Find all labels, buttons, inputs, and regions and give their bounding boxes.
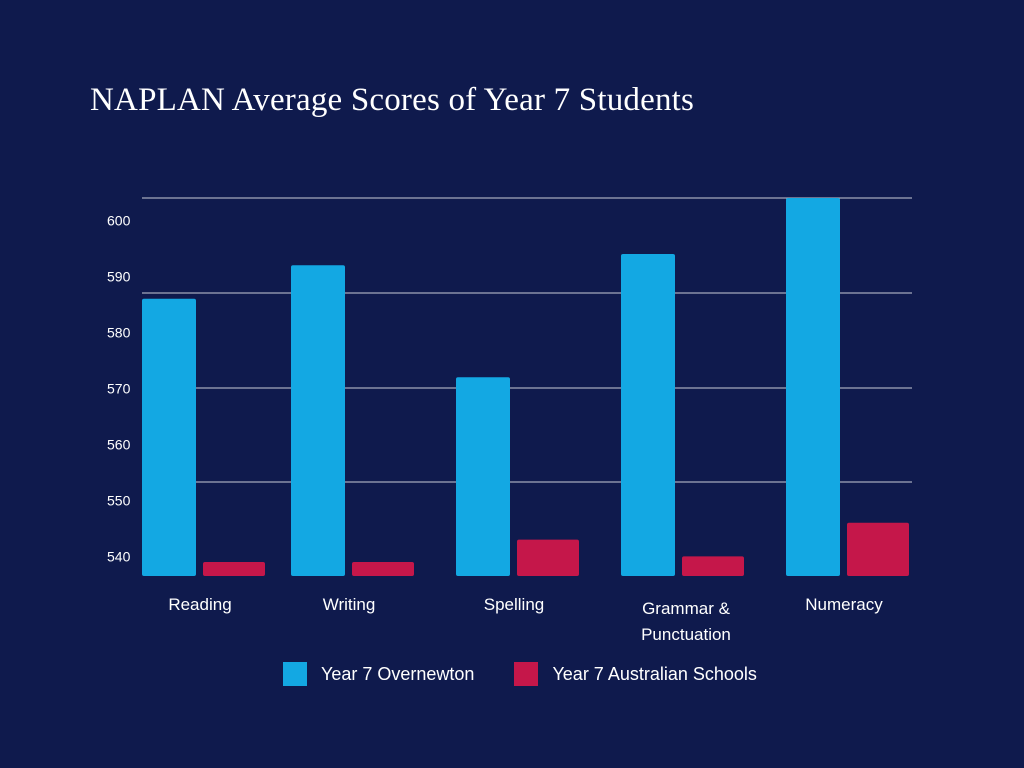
- y-tick-label: 570: [107, 380, 131, 396]
- bar-australian-1: [352, 562, 414, 576]
- y-tick-label: 560: [107, 436, 131, 452]
- y-tick-label: 600: [107, 212, 131, 228]
- bar-australian-0: [203, 562, 265, 576]
- x-tick-label-line: Punctuation: [641, 625, 731, 644]
- legend-label-overnewton: Year 7 Overnewton: [321, 663, 475, 684]
- bar-overnewton-0: [142, 298, 196, 576]
- legend-item-overnewton: Year 7 Overnewton: [283, 662, 474, 686]
- legend-item-australian: Year 7 Australian Schools: [514, 662, 757, 686]
- y-axis-ticks: 540 550 560 570 580 590 600: [107, 212, 131, 564]
- bar-australian-3: [682, 556, 744, 576]
- x-tick-label-line: Numeracy: [805, 595, 883, 614]
- legend: Year 7 Overnewton Year 7 Australian Scho…: [283, 662, 757, 686]
- x-tick-label: Spelling: [484, 595, 545, 614]
- legend-swatch-australian: [514, 662, 539, 686]
- y-tick-label: 590: [107, 268, 131, 284]
- x-tick-label-line: Writing: [323, 595, 376, 614]
- x-tick-label-line: Grammar &: [642, 599, 731, 618]
- x-tick-label: Grammar & Punctuation: [641, 599, 731, 644]
- x-axis-labels: Reading Writing Spelling Grammar & Punctuati…: [168, 595, 883, 644]
- x-tick-label: Numeracy: [805, 595, 883, 614]
- x-tick-label-line: Spelling: [484, 595, 545, 614]
- gridlines: [142, 197, 912, 483]
- bar-overnewton-2: [456, 377, 510, 576]
- bar-overnewton-1: [291, 265, 345, 576]
- x-tick-label: Reading: [168, 595, 231, 614]
- legend-label-australian: Year 7 Australian Schools: [552, 663, 757, 684]
- y-tick-label: 580: [107, 324, 131, 340]
- bars: [142, 198, 909, 576]
- x-tick-label-line: Reading: [168, 595, 231, 614]
- y-tick-label: 540: [107, 548, 131, 564]
- bar-overnewton-4: [786, 198, 840, 576]
- bar-australian-4: [847, 522, 909, 576]
- legend-swatch-overnewton: [283, 662, 307, 686]
- bar-australian-2: [517, 539, 579, 576]
- chart-title: NAPLAN Average Scores of Year 7 Students: [90, 82, 695, 118]
- bar-overnewton-3: [621, 254, 675, 576]
- y-tick-label: 550: [107, 492, 131, 508]
- x-tick-label: Writing: [323, 595, 376, 614]
